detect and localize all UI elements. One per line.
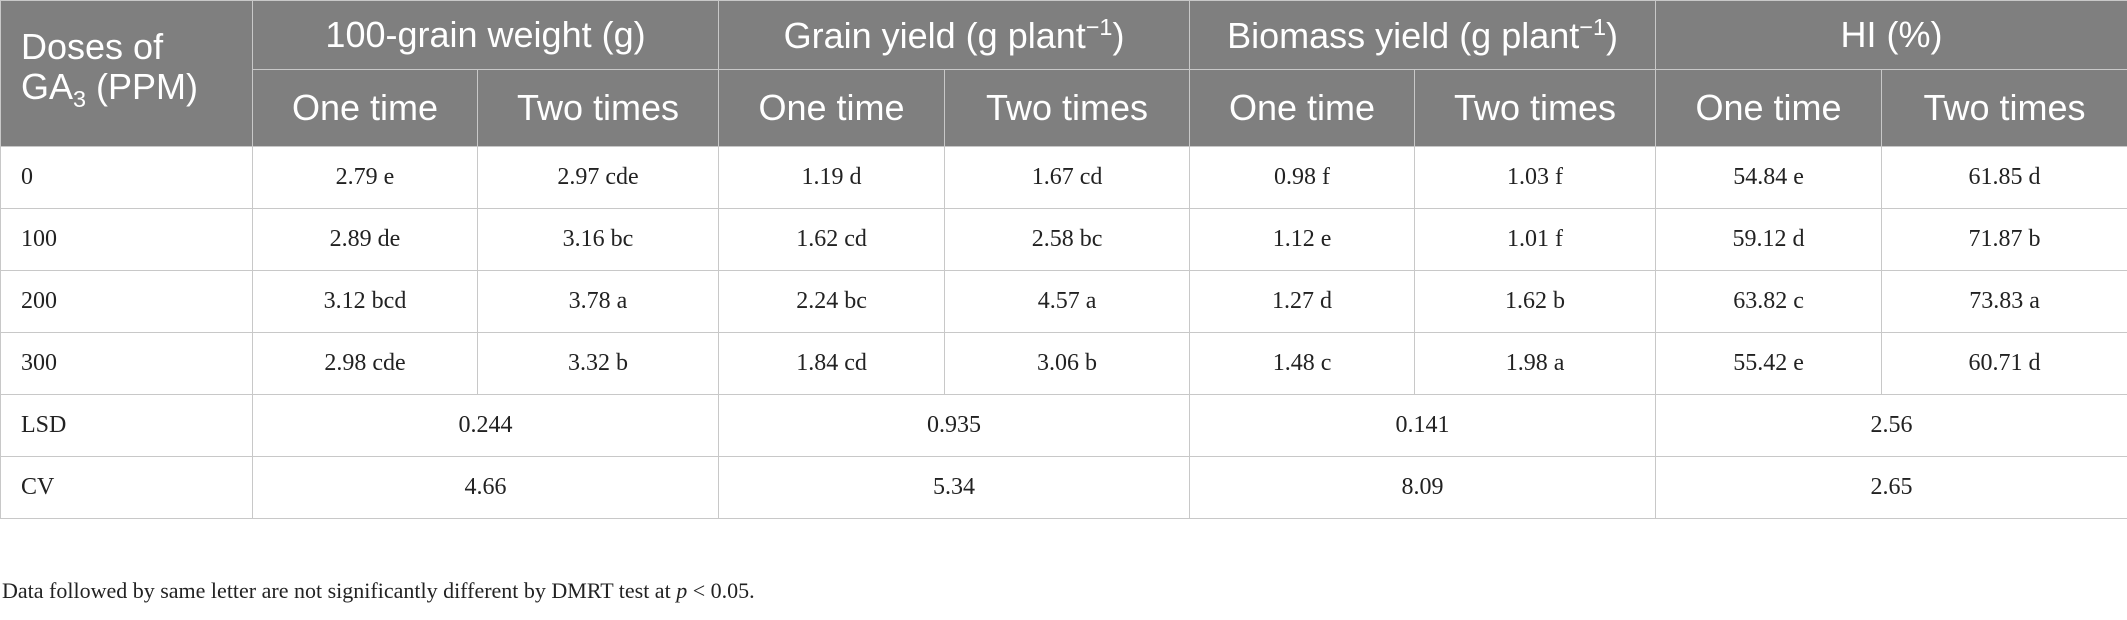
doses-header-unit: (PPM) — [86, 66, 199, 108]
table-row: 100 2.89 de 3.16 bc 1.62 cd 2.58 bc 1.12… — [0, 208, 2127, 271]
value-cell: 1.67 cd — [944, 146, 1191, 209]
value-cell: 63.82 c — [1655, 270, 1883, 333]
subheader-one-time: One time — [1189, 69, 1416, 147]
value-cell: 1.62 b — [1414, 270, 1657, 333]
table-row: 0 2.79 e 2.97 cde 1.19 d 1.67 cd 0.98 f … — [0, 146, 2127, 209]
subheader-one-time: One time — [252, 69, 478, 147]
grain-weight-header-label: 100-grain weight (g) — [325, 14, 646, 55]
stat-value: 0.935 — [718, 394, 1191, 457]
doses-header-line1: Doses of — [21, 26, 164, 68]
hi-header: HI (%) — [1655, 0, 2127, 70]
table-footnote: Data followed by same letter are not sig… — [2, 578, 755, 604]
table-body: 0 2.79 e 2.97 cde 1.19 d 1.67 cd 0.98 f … — [0, 146, 2127, 519]
value-cell: 3.16 bc — [476, 208, 720, 271]
value-cell: 2.24 bc — [718, 270, 946, 333]
value-cell: 54.84 e — [1655, 146, 1883, 209]
stat-value: 2.65 — [1655, 456, 2127, 519]
stats-row-lsd: LSD 0.244 0.935 0.141 2.56 — [0, 394, 2127, 457]
value-cell: 1.62 cd — [718, 208, 946, 271]
value-cell: 3.06 b — [944, 332, 1191, 395]
dose-cell: 200 — [0, 270, 253, 333]
value-cell: 59.12 d — [1655, 208, 1883, 271]
subheader-two-times: Two times — [476, 69, 720, 147]
stat-value: 0.141 — [1189, 394, 1657, 457]
subheader-two-times: Two times — [1881, 69, 2127, 147]
value-cell: 4.57 a — [944, 270, 1191, 333]
value-cell: 1.19 d — [718, 146, 946, 209]
value-cell: 0.98 f — [1189, 146, 1416, 209]
subheader-one-time: One time — [718, 69, 946, 147]
value-cell: 1.03 f — [1414, 146, 1657, 209]
footnote-p-symbol: p — [676, 578, 688, 603]
value-cell: 1.12 e — [1189, 208, 1416, 271]
stat-value: 5.34 — [718, 456, 1191, 519]
table-header: Doses of GA3 (PPM) 100-grain weight (g) … — [0, 0, 2127, 147]
grain-yield-header-close: ) — [1112, 14, 1125, 56]
value-cell: 1.01 f — [1414, 208, 1657, 271]
table-row: 200 3.12 bcd 3.78 a 2.24 bc 4.57 a 1.27 … — [0, 270, 2127, 333]
value-cell: 1.27 d — [1189, 270, 1416, 333]
footnote-text: Data followed by same letter are not sig… — [2, 578, 677, 603]
biomass-yield-header-close: ) — [1605, 14, 1618, 56]
grain-yield-header: Grain yield (g plant−1) — [718, 0, 1191, 70]
value-cell: 55.42 e — [1655, 332, 1883, 395]
value-cell: 1.98 a — [1414, 332, 1657, 395]
doses-header: Doses of GA3 (PPM) — [0, 0, 253, 147]
footnote-threshold: < 0.05. — [687, 578, 755, 603]
grain-weight-header: 100-grain weight (g) — [251, 0, 720, 70]
grain-yield-header-sup: −1 — [1085, 13, 1113, 40]
results-table: Doses of GA3 (PPM) 100-grain weight (g) … — [0, 0, 2127, 519]
biomass-yield-header-sup: −1 — [1579, 13, 1606, 40]
value-cell: 61.85 d — [1881, 146, 2127, 209]
stat-value: 8.09 — [1189, 456, 1657, 519]
value-cell: 3.32 b — [476, 332, 720, 395]
stat-value: 2.56 — [1655, 394, 2127, 457]
stat-label: LSD — [0, 394, 253, 457]
value-cell: 1.48 c — [1189, 332, 1416, 395]
doses-header-ga: GA — [21, 66, 74, 108]
subheader-two-times: Two times — [1414, 69, 1657, 147]
value-cell: 2.89 de — [252, 208, 478, 271]
value-cell: 3.78 a — [476, 270, 720, 333]
value-cell: 2.97 cde — [476, 146, 720, 209]
value-cell: 1.84 cd — [718, 332, 946, 395]
value-cell: 2.79 e — [252, 146, 478, 209]
dose-cell: 0 — [0, 146, 253, 209]
value-cell: 73.83 a — [1881, 270, 2127, 333]
grain-yield-header-label: Grain yield (g plant — [783, 14, 1086, 56]
stat-value: 0.244 — [251, 394, 720, 457]
stats-row-cv: CV 4.66 5.34 8.09 2.65 — [0, 456, 2127, 519]
value-cell: 60.71 d — [1881, 332, 2127, 395]
doses-header-subscript: 3 — [73, 86, 87, 113]
value-cell: 2.98 cde — [252, 332, 478, 395]
subheader-two-times: Two times — [944, 69, 1191, 147]
value-cell: 2.58 bc — [944, 208, 1191, 271]
stat-label: CV — [0, 456, 253, 519]
stat-value: 4.66 — [251, 456, 720, 519]
value-cell: 3.12 bcd — [252, 270, 478, 333]
table-row: 300 2.98 cde 3.32 b 1.84 cd 3.06 b 1.48 … — [0, 332, 2127, 395]
value-cell: 71.87 b — [1881, 208, 2127, 271]
hi-header-label: HI (%) — [1840, 14, 1943, 55]
biomass-yield-header-label: Biomass yield (g plant — [1227, 14, 1580, 56]
subheader-one-time: One time — [1655, 69, 1883, 147]
dose-cell: 100 — [0, 208, 253, 271]
biomass-yield-header: Biomass yield (g plant−1) — [1189, 0, 1657, 70]
dose-cell: 300 — [0, 332, 253, 395]
